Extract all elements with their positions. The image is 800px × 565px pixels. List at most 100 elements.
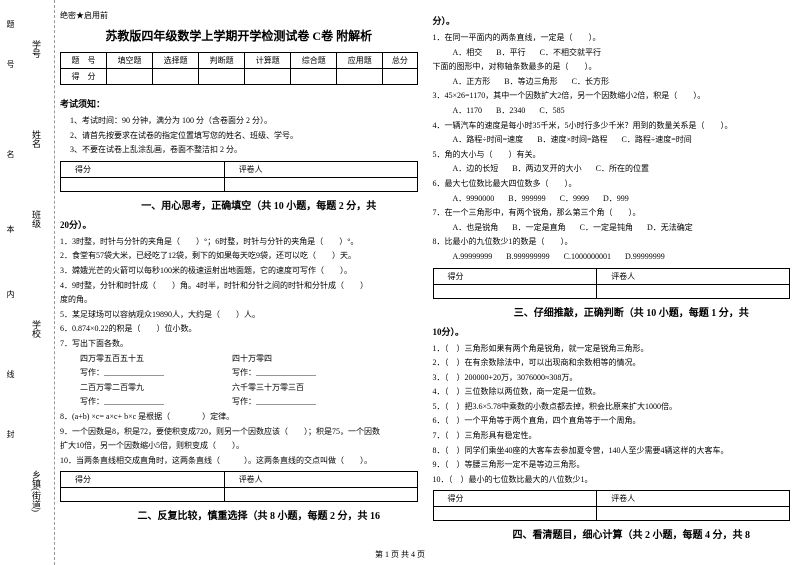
q2-opts: A．也是锐角 B．一定是直角 C．一定是钝角 D．无法确定	[433, 221, 791, 235]
opt: A．也是锐角	[453, 223, 499, 232]
margin-xingming: 姓名	[30, 130, 43, 148]
td[interactable]	[291, 69, 337, 85]
q2-opts: A．路程÷时间=速度B．速度×时间=路程C．路程÷速度=时间	[433, 133, 791, 147]
grade-box: 得分评卷人	[433, 268, 791, 299]
opt: A．边的长短	[453, 164, 499, 173]
side-ming: 名	[5, 150, 16, 158]
grade-box: 得分评卷人	[60, 161, 418, 192]
q1-7-cell: 四十万零四	[232, 354, 272, 363]
opt: B．一定是直角	[512, 223, 565, 232]
mh: 评卷人	[224, 161, 417, 177]
mh: 评卷人	[597, 268, 790, 284]
column-left: 绝密★启用前 苏教版四年级数学上学期开学检测试卷 C卷 附解析 题 号 填空题 …	[60, 10, 418, 543]
q3-line: 2．（ ）在有余数除法中，可以出现商和余数相等的情况。	[433, 356, 791, 370]
margin-xiangzhen: 乡镇(街道)	[30, 470, 43, 512]
side-nei: 内	[5, 290, 16, 298]
opt: D．999	[603, 194, 629, 203]
mh: 得分	[61, 472, 225, 488]
score-table: 题 号 填空题 选择题 判断题 计算题 综合题 应用题 总分 得 分	[60, 52, 418, 85]
column-right: 分）。 1．在同一平面内的两条直线，一定是（ ）。 A．相交B．平行C．不相交就…	[433, 10, 791, 543]
section-3-title: 三、仔细推敲，正确判断（共 10 小题，每题 1 分，共	[473, 304, 791, 319]
opt: B．999999	[508, 194, 545, 203]
q2-stem: 3．45×26=1170，其中一个因数扩大2倍，另一个因数缩小2倍，积是（ ）。	[433, 89, 791, 103]
q1-line: 9．一个因数是8，积是72，要使积变成720，则另一个因数应该（ ）；积是75，…	[60, 425, 418, 439]
mc[interactable]	[433, 507, 597, 521]
q1-line: 度的角。	[60, 293, 418, 307]
grade-box: 得分评卷人	[433, 490, 791, 521]
q2-opts: A.99999999B.999999999C.1000000001D.99999…	[433, 250, 791, 264]
section-1-title-cont: 20分）。	[60, 218, 418, 231]
q3-line: 1．（ ）三角形如果有两个角是锐角，就一定是锐角三角形。	[433, 342, 791, 356]
q3-line: 10．（ ）最小的七位数比最大的八位数少1。	[433, 473, 791, 487]
mh: 得分	[61, 161, 225, 177]
q1-7-cell: 写作：_______________	[80, 395, 230, 409]
opt: A．9990000	[453, 194, 495, 203]
opt: B．2340	[496, 106, 525, 115]
q1-line: 扩大10倍，另一个因数缩小5倍，则积变成（ ）。	[60, 439, 418, 453]
mc[interactable]	[597, 507, 790, 521]
section-2-title-top: 分）。	[433, 14, 791, 27]
section-3-title-cont: 10分）。	[433, 325, 791, 338]
q1-line: 7．写出下面各数。	[60, 337, 418, 351]
opt: D．无法确定	[647, 223, 693, 232]
opt: D.99999999	[625, 252, 665, 261]
q1-line: 2．食堂有57袋大米，已经吃了12袋，剩下的如果每天吃9袋，还可以吃（ ）天。	[60, 249, 418, 263]
mc[interactable]	[61, 177, 225, 191]
td[interactable]	[383, 69, 417, 85]
q1-line: 8．(a+b) ×c= a×c+ b×c 是根据（ ）定律。	[60, 410, 418, 424]
q2-stem: 5．角的大小与（ ）有关。	[433, 148, 791, 162]
mc[interactable]	[224, 488, 417, 502]
notice-line: 1、考试时间：90 分钟，满分为 100 分（含卷面分 2 分）。	[60, 114, 418, 128]
q1-7-row: 二百万零二百零九 六千零三十万零三百	[60, 381, 418, 395]
opt: C．路程÷速度=时间	[622, 135, 692, 144]
th: 选择题	[153, 53, 199, 69]
mc[interactable]	[433, 284, 597, 298]
side-hao: 号	[5, 60, 16, 68]
q1-7-cell: 写作：_______________	[232, 368, 316, 377]
opt: C．9999	[560, 194, 589, 203]
opt: A．相交	[453, 48, 483, 57]
td[interactable]	[245, 69, 291, 85]
mc[interactable]	[597, 284, 790, 298]
q2-stem: 4．一辆汽车的速度是每小时35千米，5小时行多少千米？用到的数量关系是（ ）。	[433, 119, 791, 133]
q2-opts: A．正方形B．等边三角形C．长方形	[433, 75, 791, 89]
q1-line: 4．9时整，分针和时针成（ ）角。4时半，时针和分针之间的时针和分针成（ ）	[60, 279, 418, 293]
q3-line: 9．（ ）等腰三角形一定不是等边三角形。	[433, 458, 791, 472]
th: 应用题	[337, 53, 383, 69]
q1-7-cell: 写作：_______________	[232, 397, 316, 406]
score-value-row: 得 分	[61, 69, 418, 85]
section-1-title: 一、用心思考，正确填空（共 10 小题，每题 2 分，共	[100, 197, 418, 212]
q1-7-row: 写作：_______________ 写作：_______________	[60, 366, 418, 380]
q2-opts: A．9990000 B．999999 C．9999 D．999	[433, 192, 791, 206]
opt: C．长方形	[572, 77, 609, 86]
page-body: 绝密★启用前 苏教版四年级数学上学期开学检测试卷 C卷 附解析 题 号 填空题 …	[60, 10, 790, 543]
section-2-title: 二、反复比较，慎重选择（共 8 小题，每题 2 分，共 16	[100, 507, 418, 522]
td[interactable]	[107, 69, 153, 85]
mh: 得分	[433, 491, 597, 507]
mh: 评卷人	[224, 472, 417, 488]
td[interactable]	[153, 69, 199, 85]
th: 判断题	[199, 53, 245, 69]
q2-stem: 1．在同一平面内的两条直线，一定是（ ）。	[433, 31, 791, 45]
opt: C．所在的位置	[596, 164, 649, 173]
opt: C．一定是钝角	[580, 223, 633, 232]
opt: A.99999999	[453, 252, 493, 261]
grade-box: 得分评卷人	[60, 471, 418, 502]
section-4-title: 四、看清题目，细心计算（共 2 小题，每题 4 分，共 8	[473, 526, 791, 541]
mh: 评卷人	[597, 491, 790, 507]
mc[interactable]	[224, 177, 417, 191]
mc[interactable]	[61, 488, 225, 502]
q2-opts: A．1170B．2340C．585	[433, 104, 791, 118]
td: 得 分	[61, 69, 107, 85]
margin-banji: 班级	[30, 210, 43, 228]
th: 综合题	[291, 53, 337, 69]
q3-line: 6．（ ）一个平角等于两个直角，四个直角等于一个周角。	[433, 414, 791, 428]
q1-line: 5．某足球场可以容纳观众19890人，大约是（ ）人。	[60, 308, 418, 322]
td[interactable]	[337, 69, 383, 85]
notice-line: 3、不要在试卷上乱涂乱画，卷面不整洁扣 2 分。	[60, 143, 418, 157]
side-top: 题	[5, 20, 16, 28]
q1-7-cell: 六千零三十万零三百	[232, 383, 304, 392]
notice-heading: 考试须知：	[60, 97, 418, 110]
th: 填空题	[107, 53, 153, 69]
td[interactable]	[199, 69, 245, 85]
